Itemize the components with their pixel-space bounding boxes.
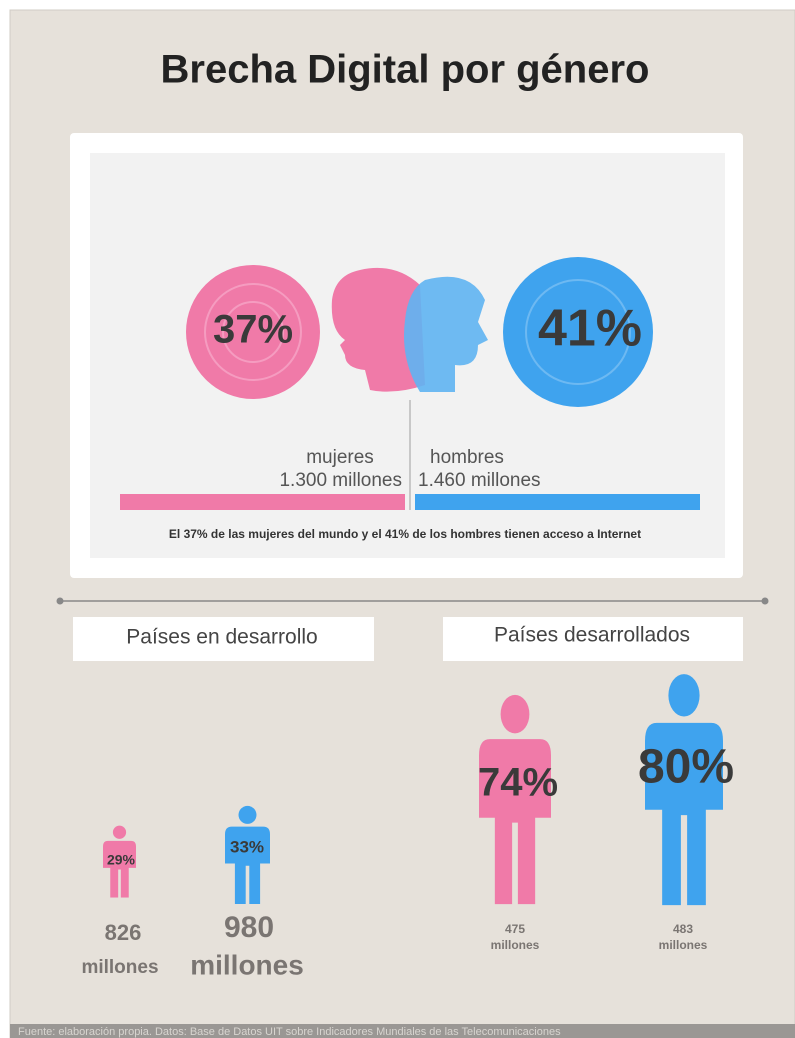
- person-percent: 74%: [478, 761, 558, 805]
- title: Brecha Digital por género: [161, 48, 650, 92]
- person-amount: 483: [673, 922, 693, 936]
- women-label: mujeres: [306, 447, 374, 468]
- men-label: hombres: [430, 447, 504, 468]
- person-amount: 980: [224, 911, 274, 944]
- person-unit: millones: [190, 949, 304, 980]
- women-amount: 1.300 millones: [279, 470, 402, 491]
- women-percent: 37%: [213, 308, 293, 352]
- source: Fuente: elaboración propia. Datos: Base …: [18, 1026, 561, 1038]
- men-percent: 41%: [538, 300, 642, 358]
- person-percent: 33%: [230, 837, 264, 856]
- caption: El 37% de las mujeres del mundo y el 41%…: [169, 527, 641, 541]
- person-unit: millones: [81, 957, 158, 978]
- infographic: Brecha Digital por género 37% 41% mujere…: [0, 0, 795, 1038]
- person-amount: 826: [105, 920, 142, 945]
- separator-dot: [57, 598, 64, 605]
- group-title: Países en desarrollo: [126, 626, 317, 649]
- women-bar: [120, 494, 405, 510]
- person-unit: millones: [659, 938, 708, 952]
- separator-dot: [762, 598, 769, 605]
- group-title: Países desarrollados: [494, 624, 690, 647]
- person-percent: 29%: [107, 852, 136, 868]
- men-bar: [415, 494, 700, 510]
- person-percent: 80%: [638, 741, 734, 794]
- men-amount: 1.460 millones: [418, 470, 541, 491]
- person-unit: millones: [491, 938, 540, 952]
- page: Brecha Digital por género 37% 41% mujere…: [0, 0, 795, 1038]
- person-amount: 475: [505, 922, 525, 936]
